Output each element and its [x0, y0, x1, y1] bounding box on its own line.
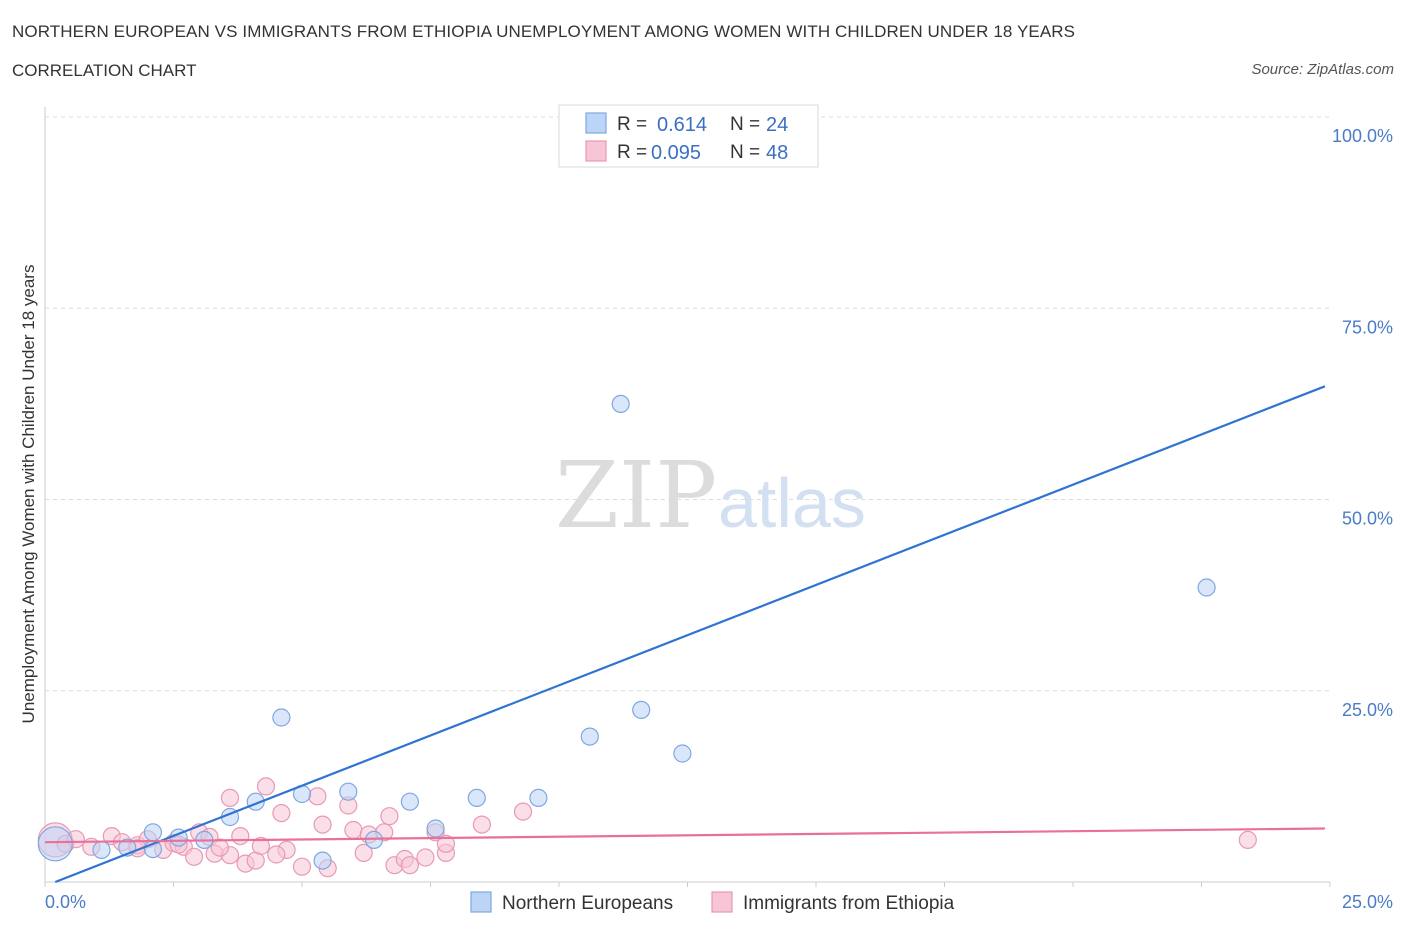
northern-europeans-point-14: [400, 792, 419, 811]
legend-n-label-blue: N =: [730, 114, 760, 135]
x-tick-labels: 0.0% 25.0%: [45, 892, 1393, 912]
northern-europeans-point-20: [632, 700, 651, 720]
northern-europeans-point-11: [313, 851, 332, 870]
northern-europeans-point-15: [426, 819, 445, 838]
legend-label-northern-europeans: Northern Europeans: [502, 893, 673, 914]
immigrants-from-ethiopia-point-11: [185, 847, 204, 866]
legend-r-label-blue: R =: [617, 114, 647, 135]
immigrants-from-ethiopia-point-40: [436, 834, 455, 853]
northern-europeans-point-9: [272, 708, 291, 727]
legend-n-label-pink: N =: [730, 142, 760, 163]
legend-swatch-blue: [585, 112, 607, 134]
northern-europeans-points: [37, 109, 1216, 870]
y-axis-title: Unemployment Among Women with Children U…: [19, 265, 38, 724]
northern-europeans-point-12: [339, 782, 358, 801]
immigrants-from-ethiopia-point-20: [251, 836, 270, 856]
immigrants-from-ethiopia-point-46: [267, 845, 286, 864]
legend-swatch-pink: [585, 140, 607, 162]
northern-europeans-point-23: [1197, 578, 1216, 597]
immigrants-from-ethiopia-point-25: [308, 787, 327, 806]
legend-label-immigrants-from-ethiopia: Immigrants from Ethiopia: [743, 893, 955, 914]
immigrants-from-ethiopia-point-26: [313, 815, 332, 834]
immigrants-from-ethiopia-point-21: [256, 777, 276, 796]
immigrants-from-ethiopia-point-47: [1238, 830, 1257, 850]
grid-lines: [45, 116, 1330, 692]
immigrants-from-ethiopia-points: [37, 777, 1257, 878]
y-tick-label-3: 100.0%: [1332, 126, 1393, 146]
northern-europeans-point-21: [673, 744, 692, 763]
immigrants-from-ethiopia-point-45: [210, 838, 229, 857]
y-tick-label-1: 50.0%: [1342, 509, 1393, 529]
northern-europeans-point-16: [467, 788, 486, 808]
y-tick-label-2: 75.0%: [1342, 317, 1393, 337]
legend-r-value-blue: 0.614: [657, 114, 707, 136]
immigrants-from-ethiopia-trend-line: [44, 827, 1325, 844]
immigrants-from-ethiopia-point-42: [513, 802, 533, 821]
axes: [44, 107, 1331, 887]
x-tick-label-1: 25.0%: [1342, 892, 1393, 912]
chart-subtitle: CORRELATION CHART: [12, 61, 197, 80]
immigrants-from-ethiopia-point-22: [272, 803, 291, 823]
northern-europeans-point-13: [364, 830, 384, 850]
y-tick-labels: 25.0% 50.0% 75.0% 100.0%: [1332, 126, 1393, 720]
northern-europeans-point-17: [529, 788, 548, 808]
x-tick-label-0: 0.0%: [45, 892, 86, 912]
series-legend: Northern Europeans Immigrants from Ethio…: [470, 891, 955, 914]
immigrants-from-ethiopia-point-37: [416, 848, 435, 867]
immigrants-from-ethiopia-point-36: [400, 856, 419, 875]
source-credit: Source: ZipAtlas.com: [1251, 61, 1394, 78]
legend-r-label-pink: R =: [617, 142, 647, 163]
northern-europeans-point-4: [143, 823, 162, 842]
immigrants-from-ethiopia-point-30: [354, 843, 373, 863]
legend-n-value-pink: 48: [766, 142, 788, 164]
northern-europeans-point-18: [580, 727, 599, 746]
y-tick-label-0: 25.0%: [1342, 700, 1393, 720]
watermark: ZIP atlas: [555, 442, 866, 549]
legend-n-value-blue: 24: [766, 114, 788, 136]
legend-swatch-immigrants-from-ethiopia: [711, 891, 733, 913]
legend-swatch-northern-europeans: [470, 891, 492, 913]
immigrants-from-ethiopia-point-41: [472, 815, 491, 834]
immigrants-from-ethiopia-point-33: [380, 807, 399, 826]
immigrants-from-ethiopia-point-29: [344, 820, 363, 840]
immigrants-from-ethiopia-point-17: [231, 826, 250, 846]
correlation-legend: R = 0.614 N = 24 R = 0.095 N = 48: [558, 104, 819, 168]
northern-europeans-point-0: [37, 826, 73, 862]
northern-europeans-point-1: [92, 840, 111, 860]
trend-lines: [44, 385, 1326, 884]
northern-europeans-point-19: [611, 394, 630, 413]
immigrants-from-ethiopia-point-24: [292, 857, 312, 876]
northern-europeans-trend-line: [54, 385, 1326, 884]
watermark-zip: ZIP: [555, 442, 717, 549]
watermark-atlas: atlas: [718, 464, 866, 542]
legend-r-value-pink: 0.095: [651, 142, 701, 164]
chart-title: NORTHERN EUROPEAN VS IMMIGRANTS FROM ETH…: [12, 22, 1076, 41]
immigrants-from-ethiopia-point-16: [220, 788, 240, 808]
